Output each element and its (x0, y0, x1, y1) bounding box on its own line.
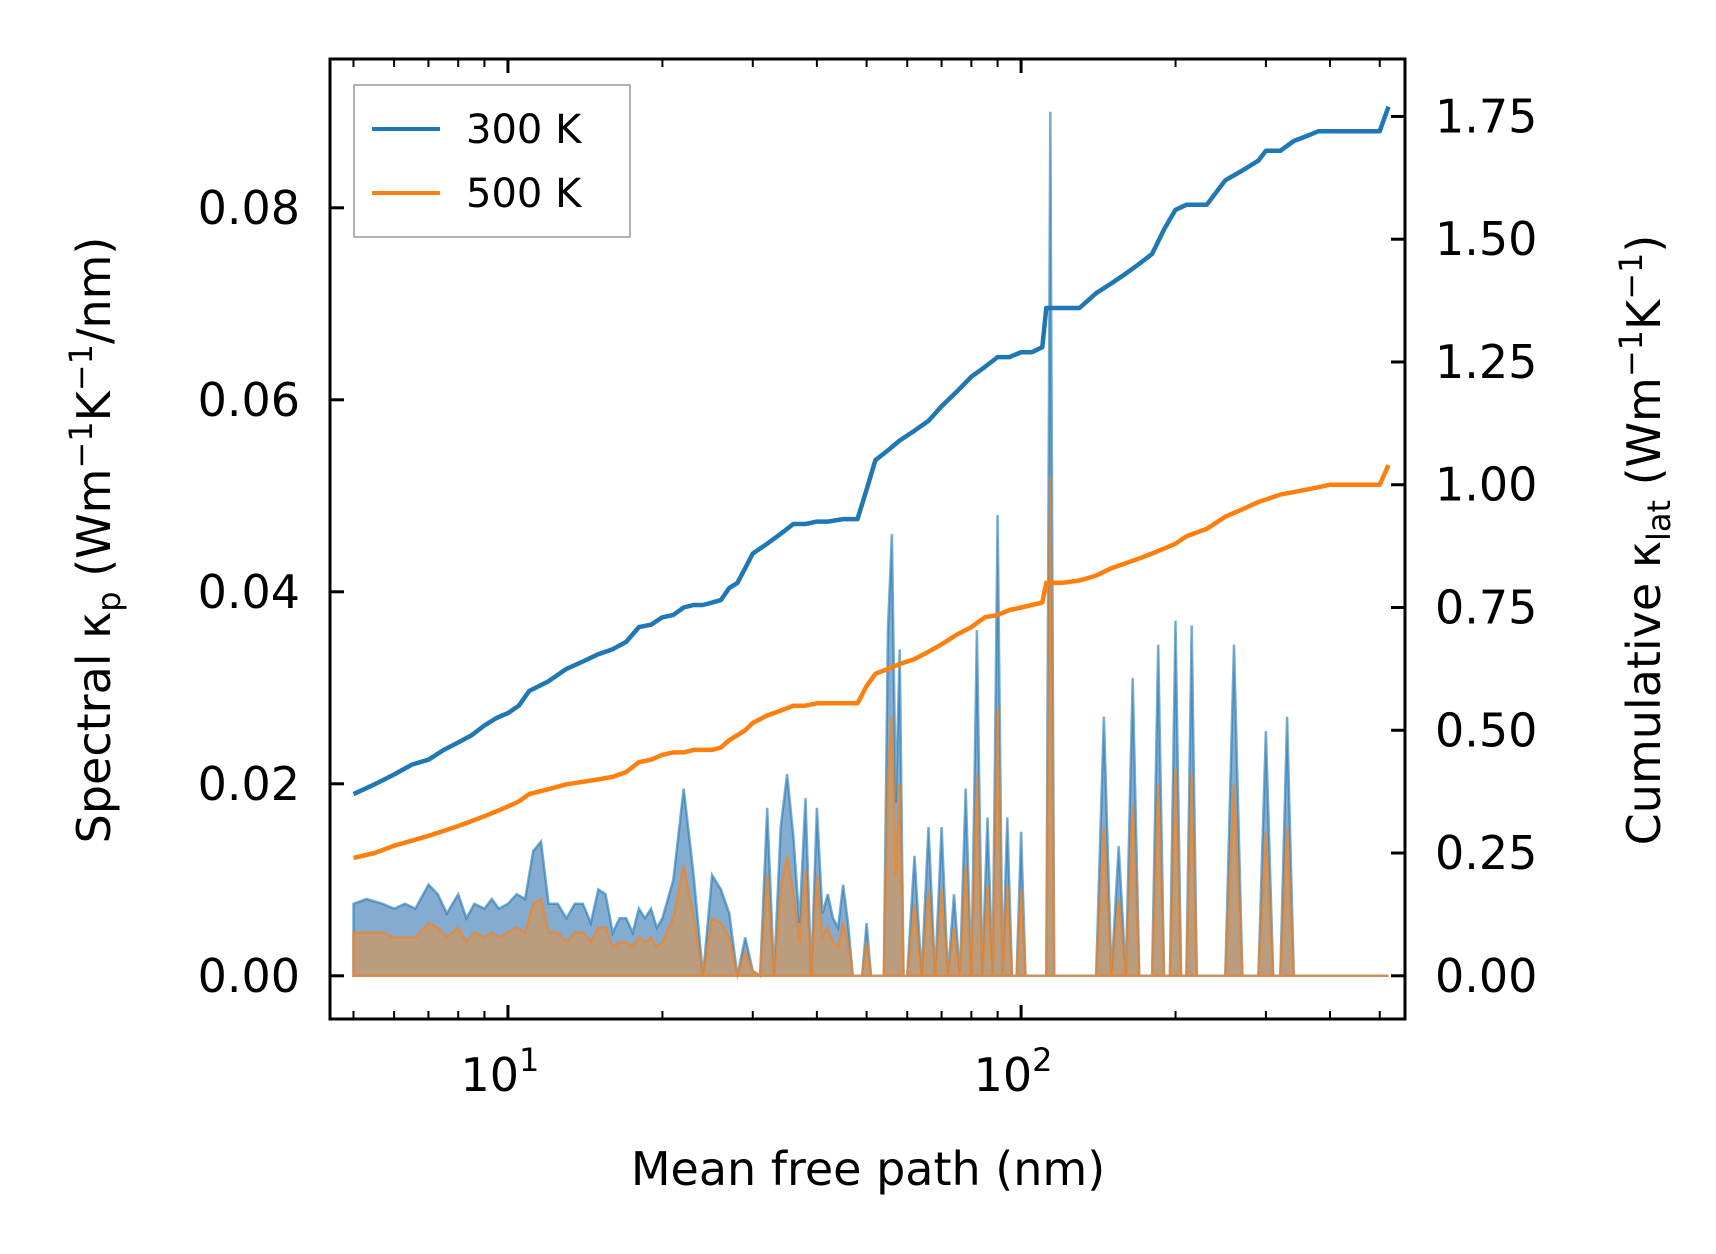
y-right-unit-open: (Wm (1617, 377, 1671, 500)
y-left-main: Spectral κ (67, 612, 121, 844)
y-left-unit-close: /nm) (67, 237, 121, 344)
y-right-sub: lat (1640, 500, 1678, 541)
legend-box (353, 84, 631, 238)
legend: 300 K 500 K (353, 84, 631, 238)
y-right-tick-label: 0.75 (1435, 581, 1537, 635)
y-right-tick-label: 0.00 (1435, 949, 1537, 1003)
y-right-k: K (1617, 298, 1671, 330)
y-right-exp2: −1 (1612, 253, 1650, 300)
legend-label-300k: 300 K (466, 107, 583, 153)
x-tick-label: 102 (974, 1041, 1053, 1102)
legend-label-500k: 500 K (466, 171, 583, 217)
y-axis-label-right: Cumulative κlat (Wm−1K−1) (1612, 235, 1678, 846)
y-left-tick-label: 0.08 (198, 181, 300, 235)
y-right-tick-label: 1.50 (1435, 212, 1537, 266)
y-right-tick-label: 1.25 (1435, 335, 1537, 389)
axis-ticks: 0.00 0.02 0.04 0.06 0.08 0.00 0.25 0.50 0.75 1.00… (198, 59, 1537, 1102)
y-right-tick-label: 1.00 (1435, 458, 1537, 512)
spectral-fills (352, 111, 1389, 981)
y-left-tick-label: 0.04 (198, 565, 300, 619)
y-right-exp1: −1 (1612, 330, 1650, 377)
cumulative-line-500k (352, 464, 1391, 861)
x-tick-label: 101 (460, 1041, 539, 1102)
y-left-exp2: −1 (62, 344, 100, 391)
cumulative-line-300k (352, 105, 1391, 797)
y-left-sub: p (90, 591, 128, 611)
y-left-k: K (67, 389, 121, 421)
y-right-tick-label: 0.25 (1435, 826, 1537, 880)
y-left-tick-label: 0.06 (198, 373, 300, 427)
y-left-unit-open: (Wm (67, 469, 121, 592)
spectral-area-500k (352, 476, 1389, 981)
y-right-main: Cumulative κ (1617, 541, 1671, 845)
y-left-exp1: −1 (62, 421, 100, 468)
x-axis-label: Mean free path (nm) (631, 1142, 1105, 1196)
y-left-tick-label: 0.02 (198, 757, 300, 811)
y-axis-label-left: Spectral κp (Wm−1K−1/nm) (62, 237, 128, 844)
y-right-tick-label: 0.50 (1435, 703, 1537, 757)
y-left-tick-label: 0.00 (198, 949, 300, 1003)
cumulative-lines (352, 105, 1391, 861)
y-right-tick-label: 1.75 (1435, 89, 1537, 143)
y-right-unit-close: ) (1617, 235, 1671, 253)
